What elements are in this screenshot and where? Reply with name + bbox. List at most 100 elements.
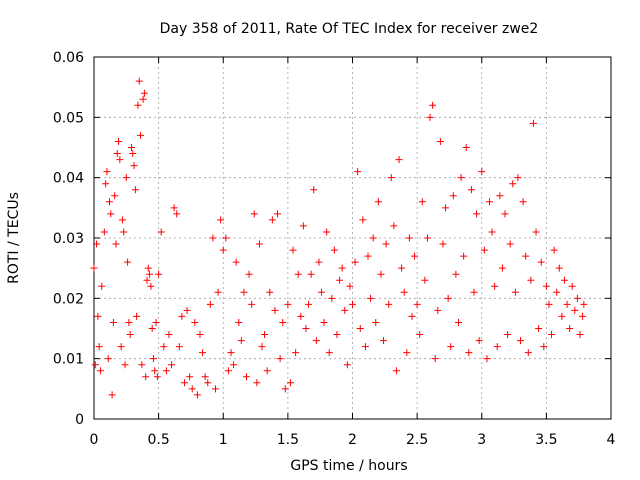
data-point (514, 174, 522, 182)
data-point (118, 216, 126, 224)
data-point (498, 264, 506, 272)
data-point (405, 234, 413, 242)
data-point (173, 210, 181, 218)
data-point (299, 222, 307, 230)
data-point (133, 312, 141, 320)
data-point (199, 349, 207, 357)
data-point (126, 331, 134, 339)
data-point (566, 325, 574, 332)
data-point (279, 318, 287, 326)
data-point (431, 355, 439, 363)
data-point (127, 144, 135, 151)
x-tick-label: 4 (607, 432, 616, 448)
data-point (140, 89, 148, 97)
data-point (307, 270, 315, 278)
data-point (421, 276, 429, 284)
data-point (310, 186, 318, 194)
data-point (395, 156, 403, 164)
data-point (571, 306, 579, 314)
data-point (266, 288, 274, 296)
data-point (186, 373, 194, 381)
data-point (392, 367, 400, 375)
data-point (109, 318, 117, 326)
data-point (168, 361, 176, 369)
data-point (333, 331, 341, 339)
data-point (297, 312, 305, 320)
data-point (201, 373, 209, 381)
data-point (374, 198, 382, 206)
data-point (338, 264, 346, 272)
data-point (130, 162, 138, 170)
data-point (204, 379, 212, 387)
data-point (343, 361, 351, 369)
data-point (519, 198, 527, 206)
data-point (146, 270, 154, 278)
data-point (346, 282, 354, 290)
data-point (377, 270, 385, 278)
data-point (93, 240, 101, 248)
data-point (224, 367, 232, 375)
data-point (336, 276, 344, 284)
data-point (188, 385, 196, 393)
data-point (219, 246, 227, 254)
data-point (305, 300, 313, 308)
data-point (361, 343, 369, 351)
data-point (100, 228, 108, 236)
y-tick-label: 0.06 (53, 50, 84, 66)
data-point (449, 192, 457, 200)
data-point (354, 168, 362, 176)
data-point (540, 343, 548, 351)
data-point (268, 216, 276, 224)
data-point (403, 349, 411, 357)
y-axis-tick-labels: 0 0.01 0.02 0.03 0.04 0.05 0.06 (53, 50, 84, 428)
data-point (553, 288, 561, 296)
data-point (209, 234, 217, 242)
data-point (580, 300, 588, 308)
data-point (550, 246, 558, 254)
data-point (137, 131, 145, 139)
data-point (509, 180, 517, 188)
data-point (349, 300, 356, 308)
data-point (439, 240, 447, 248)
data-point (157, 228, 165, 236)
data-point (470, 288, 478, 296)
data-point (418, 198, 426, 206)
data-point (462, 144, 470, 151)
data-point (113, 150, 121, 158)
data-point (367, 294, 375, 302)
data-point (284, 300, 292, 308)
y-tick-label: 0.02 (53, 291, 84, 307)
data-point (423, 234, 431, 242)
data-point (183, 306, 191, 314)
data-point (178, 312, 186, 320)
data-point (91, 361, 99, 369)
data-point (325, 349, 333, 357)
data-point (162, 367, 170, 375)
data-point (193, 391, 201, 399)
data-point (483, 355, 491, 363)
data-point (240, 288, 248, 296)
data-point (108, 391, 116, 399)
data-point (369, 234, 377, 242)
data-point (579, 312, 587, 320)
data-point (103, 168, 111, 176)
data-point (493, 343, 501, 351)
data-point (563, 300, 571, 308)
data-point (263, 367, 271, 375)
data-point (95, 343, 103, 351)
y-axis-label: ROTI / TECUs (6, 192, 22, 284)
data-point (121, 361, 129, 369)
data-point (98, 282, 106, 290)
data-point (274, 210, 282, 218)
data-point (117, 343, 125, 351)
data-point (460, 252, 468, 260)
data-point (447, 343, 455, 351)
data-point (151, 367, 159, 375)
x-tick-label: 0.5 (147, 432, 169, 448)
data-point (413, 300, 421, 308)
data-point (315, 258, 323, 266)
data-point (436, 137, 444, 145)
data-point (143, 276, 151, 284)
data-point (312, 337, 320, 345)
